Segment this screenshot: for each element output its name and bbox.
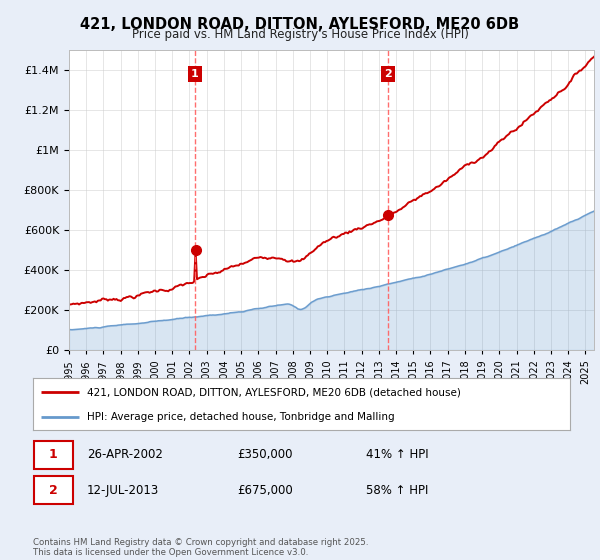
Text: Contains HM Land Registry data © Crown copyright and database right 2025.
This d: Contains HM Land Registry data © Crown c… bbox=[33, 538, 368, 557]
Text: 421, LONDON ROAD, DITTON, AYLESFORD, ME20 6DB (detached house): 421, LONDON ROAD, DITTON, AYLESFORD, ME2… bbox=[87, 388, 461, 398]
Text: 421, LONDON ROAD, DITTON, AYLESFORD, ME20 6DB: 421, LONDON ROAD, DITTON, AYLESFORD, ME2… bbox=[80, 17, 520, 32]
Text: HPI: Average price, detached house, Tonbridge and Malling: HPI: Average price, detached house, Tonb… bbox=[87, 412, 394, 422]
Text: £350,000: £350,000 bbox=[237, 448, 293, 461]
Text: 1: 1 bbox=[49, 448, 58, 461]
Text: £675,000: £675,000 bbox=[237, 483, 293, 497]
Text: Price paid vs. HM Land Registry's House Price Index (HPI): Price paid vs. HM Land Registry's House … bbox=[131, 28, 469, 41]
FancyBboxPatch shape bbox=[34, 441, 73, 469]
FancyBboxPatch shape bbox=[34, 477, 73, 505]
Text: 2: 2 bbox=[384, 69, 392, 80]
Text: 12-JUL-2013: 12-JUL-2013 bbox=[87, 483, 159, 497]
Text: 2: 2 bbox=[49, 483, 58, 497]
Text: 41% ↑ HPI: 41% ↑ HPI bbox=[366, 448, 428, 461]
Text: 58% ↑ HPI: 58% ↑ HPI bbox=[366, 483, 428, 497]
Text: 1: 1 bbox=[191, 69, 199, 80]
Text: 26-APR-2002: 26-APR-2002 bbox=[87, 448, 163, 461]
